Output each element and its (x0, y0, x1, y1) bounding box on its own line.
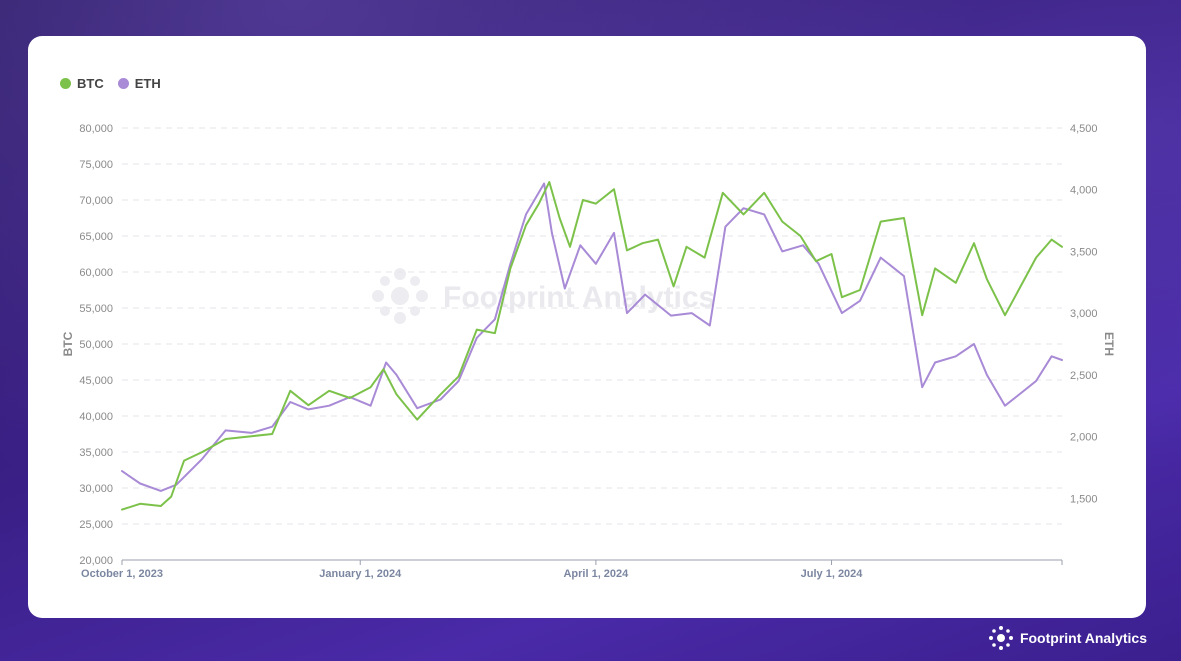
y-left-tick-label: 55,000 (79, 303, 113, 315)
y-right-tick-label: 4,000 (1070, 185, 1098, 197)
chart-card: BTC ETH Footprint Analytics 20,000 25,000 3… (28, 36, 1146, 618)
watermark-dot (416, 290, 428, 302)
watermark-dot (394, 268, 406, 280)
series-line-btc (121, 181, 1063, 511)
y-left-tick-label: 40,000 (79, 411, 113, 423)
legend-item-btc[interactable]: BTC (60, 76, 104, 91)
y-left-tick-label: 35,000 (79, 447, 113, 459)
legend-item-eth[interactable]: ETH (117, 76, 161, 91)
watermark-dot (394, 312, 406, 324)
series-line-eth (121, 182, 1063, 492)
y-left-tick-label: 45,000 (79, 375, 113, 387)
watermark-dot (380, 276, 390, 286)
y-right-tick-label: 2,500 (1070, 370, 1098, 382)
watermark-dot (391, 287, 409, 305)
y-right-axis-title: ETH (1102, 332, 1116, 356)
y-right-tick-label: 4,500 (1070, 123, 1098, 135)
y-left-tick-label: 75,000 (79, 159, 113, 171)
chart-legend: BTC ETH (60, 76, 175, 91)
watermark (372, 268, 428, 324)
legend-label-eth: ETH (134, 76, 161, 91)
footer-brand: Footprint Analytics (988, 625, 1147, 651)
x-tick-label: January 1, 2024 (319, 568, 402, 580)
watermark-dot (410, 276, 420, 286)
y-left-tick-label: 20,000 (79, 555, 113, 567)
price-chart: Footprint Analytics20,00025,00030,00035,… (61, 123, 1116, 580)
y-right-tick-label: 2,000 (1070, 432, 1098, 444)
y-right-tick-label: 1,500 (1070, 493, 1098, 505)
y-left-tick-label: 70,000 (79, 195, 113, 207)
y-right-tick-label: 3,000 (1070, 308, 1098, 320)
legend-dot-eth (117, 78, 129, 89)
y-left-tick-label: 25,000 (79, 519, 113, 531)
watermark-dot (372, 290, 384, 302)
footprint-logo-icon (988, 626, 1013, 650)
x-tick-label: October 1, 2023 (81, 568, 163, 580)
y-left-axis-title: BTC (61, 331, 75, 356)
legend-dot-btc (60, 78, 71, 89)
legend-label-btc: BTC (77, 76, 104, 91)
y-right-tick-label: 3,500 (1070, 246, 1098, 258)
x-tick-label: July 1, 2024 (801, 568, 864, 580)
y-left-tick-label: 80,000 (79, 123, 113, 135)
y-left-tick-label: 60,000 (79, 267, 113, 279)
y-left-tick-label: 30,000 (79, 483, 113, 495)
y-left-tick-label: 50,000 (79, 339, 113, 351)
y-left-tick-label: 65,000 (79, 231, 113, 243)
x-tick-label: April 1, 2024 (563, 568, 629, 580)
footer-brand-name: Footprint Analytics (1019, 630, 1147, 646)
